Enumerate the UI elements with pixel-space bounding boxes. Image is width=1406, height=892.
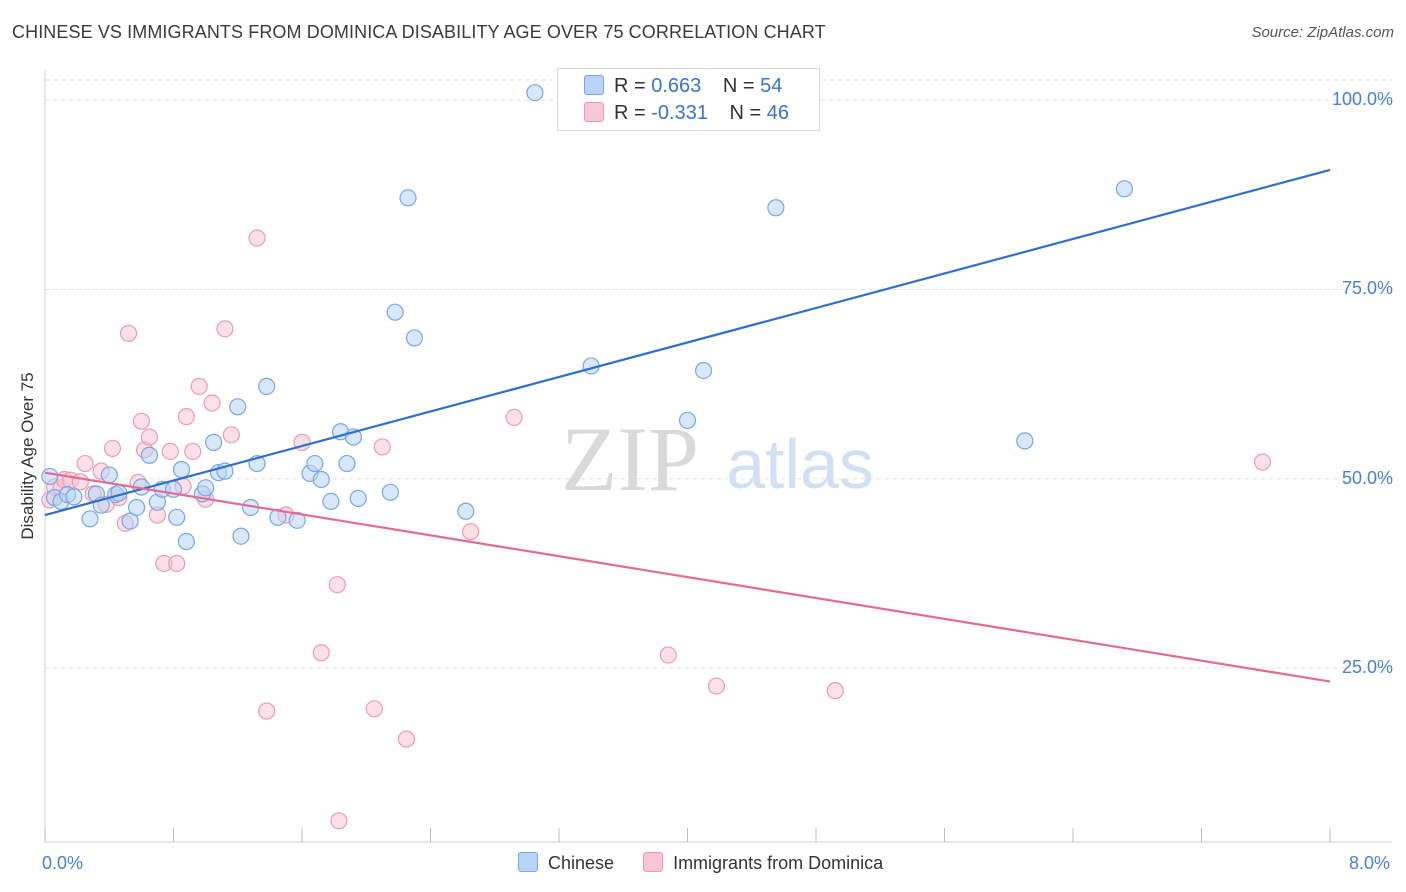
data-point-dominica	[707, 677, 726, 695]
data-point-dominica	[190, 377, 208, 395]
data-point-dominica	[248, 229, 266, 247]
watermark-atlas: atlas	[726, 425, 874, 503]
legend-row-dominica: R = -0.331 N = 46	[584, 102, 789, 126]
data-point-chinese	[65, 488, 83, 506]
watermark: ZIP atlas	[561, 408, 874, 510]
data-point-chinese	[1115, 180, 1134, 198]
data-point-chinese	[381, 483, 399, 501]
y-tick-label: 50.0%	[1341, 467, 1393, 488]
data-point-dominica	[177, 408, 195, 426]
data-point-dominica	[161, 442, 179, 461]
data-point-dominica	[330, 812, 348, 830]
y-tick-label: 75.0%	[1341, 278, 1393, 299]
data-point-chinese	[526, 84, 544, 102]
data-point-dominica	[76, 454, 94, 473]
data-point-chinese	[399, 189, 417, 207]
data-point-chinese	[349, 489, 367, 507]
data-point-chinese	[229, 398, 247, 416]
y-tick-label: 25.0%	[1341, 656, 1393, 677]
legend-n-value: 46	[766, 102, 790, 124]
stats-legend: R = 0.663 N = 54 R = -0.331 N = 46	[557, 68, 820, 131]
data-point-dominica	[328, 576, 346, 594]
data-point-dominica	[365, 700, 383, 718]
legend-item-dominica: Immigrants from Dominica	[643, 852, 883, 874]
series-legend: Chinese Immigrants from Dominica	[518, 852, 907, 874]
data-point-chinese	[767, 199, 785, 217]
legend-swatch-blue	[518, 852, 538, 872]
data-point-dominica	[312, 644, 330, 662]
data-point-dominica	[462, 523, 480, 541]
legend-swatch-blue	[584, 75, 604, 95]
legend-n-value: 54	[760, 75, 783, 97]
data-point-chinese	[127, 498, 146, 517]
data-point-dominica	[184, 442, 202, 461]
data-point-chinese	[168, 508, 186, 526]
data-point-chinese	[322, 492, 340, 511]
data-point-chinese	[81, 510, 99, 528]
data-point-dominica	[140, 428, 159, 446]
data-point-chinese	[386, 303, 404, 321]
trend-line-chinese	[44, 168, 1331, 517]
data-point-chinese	[338, 454, 356, 473]
data-point-chinese	[177, 532, 195, 551]
data-point-chinese	[457, 502, 475, 520]
data-point-chinese	[312, 470, 330, 489]
data-point-chinese	[405, 329, 424, 347]
axes	[44, 70, 1392, 843]
data-point-chinese	[205, 433, 223, 451]
legend-item-chinese: Chinese	[518, 852, 614, 874]
legend-swatch-pink	[584, 102, 604, 122]
data-point-chinese	[694, 361, 713, 380]
x-tick-label-max: 8.0%	[1349, 853, 1391, 873]
legend-swatch-pink	[643, 852, 664, 872]
source-label: Source: ZipAtlas.com	[1251, 24, 1394, 41]
data-point-chinese	[100, 466, 118, 484]
data-point-dominica	[203, 394, 221, 412]
x-tick-label-min: 0.0%	[42, 853, 84, 873]
data-point-dominica	[373, 438, 391, 456]
data-point-dominica	[216, 320, 234, 338]
data-point-chinese	[269, 508, 287, 526]
trend-line-dominica	[44, 471, 1331, 683]
data-point-dominica	[119, 324, 138, 342]
data-point-chinese	[140, 446, 159, 464]
legend-r-value: 0.663	[651, 75, 702, 97]
data-point-chinese	[288, 511, 306, 529]
trend-lines	[44, 168, 1331, 683]
data-point-dominica	[397, 730, 416, 748]
data-point-dominica	[505, 408, 523, 426]
data-point-dominica	[659, 646, 677, 664]
legend-row-chinese: R = 0.663 N = 54	[584, 75, 782, 99]
data-point-dominica	[826, 682, 844, 700]
data-point-chinese	[172, 461, 191, 479]
chart-title: CHINESE VS IMMIGRANTS FROM DOMINICA DISA…	[12, 22, 826, 42]
legend-r-value: -0.331	[651, 102, 708, 124]
watermark-zip: ZIP	[561, 408, 699, 510]
y-tick-label: 100.0%	[1331, 89, 1393, 110]
data-point-dominica	[258, 702, 276, 720]
data-point-chinese	[1016, 432, 1034, 450]
series-chinese-points	[41, 84, 1134, 551]
data-point-chinese	[41, 467, 59, 486]
data-point-chinese	[232, 527, 250, 545]
data-point-dominica	[168, 554, 186, 573]
y-axis-title: Disability Age Over 75	[18, 372, 37, 540]
data-point-dominica	[103, 439, 122, 458]
data-point-dominica	[222, 426, 240, 444]
series-dominica-points	[41, 229, 1272, 830]
data-point-chinese	[197, 479, 215, 497]
data-point-chinese	[306, 454, 324, 473]
grid-lines	[45, 79, 1392, 669]
data-point-chinese	[258, 377, 276, 395]
data-point-chinese	[678, 411, 697, 430]
data-point-dominica	[71, 473, 89, 491]
data-point-dominica	[132, 412, 150, 430]
data-point-dominica	[1253, 453, 1272, 471]
